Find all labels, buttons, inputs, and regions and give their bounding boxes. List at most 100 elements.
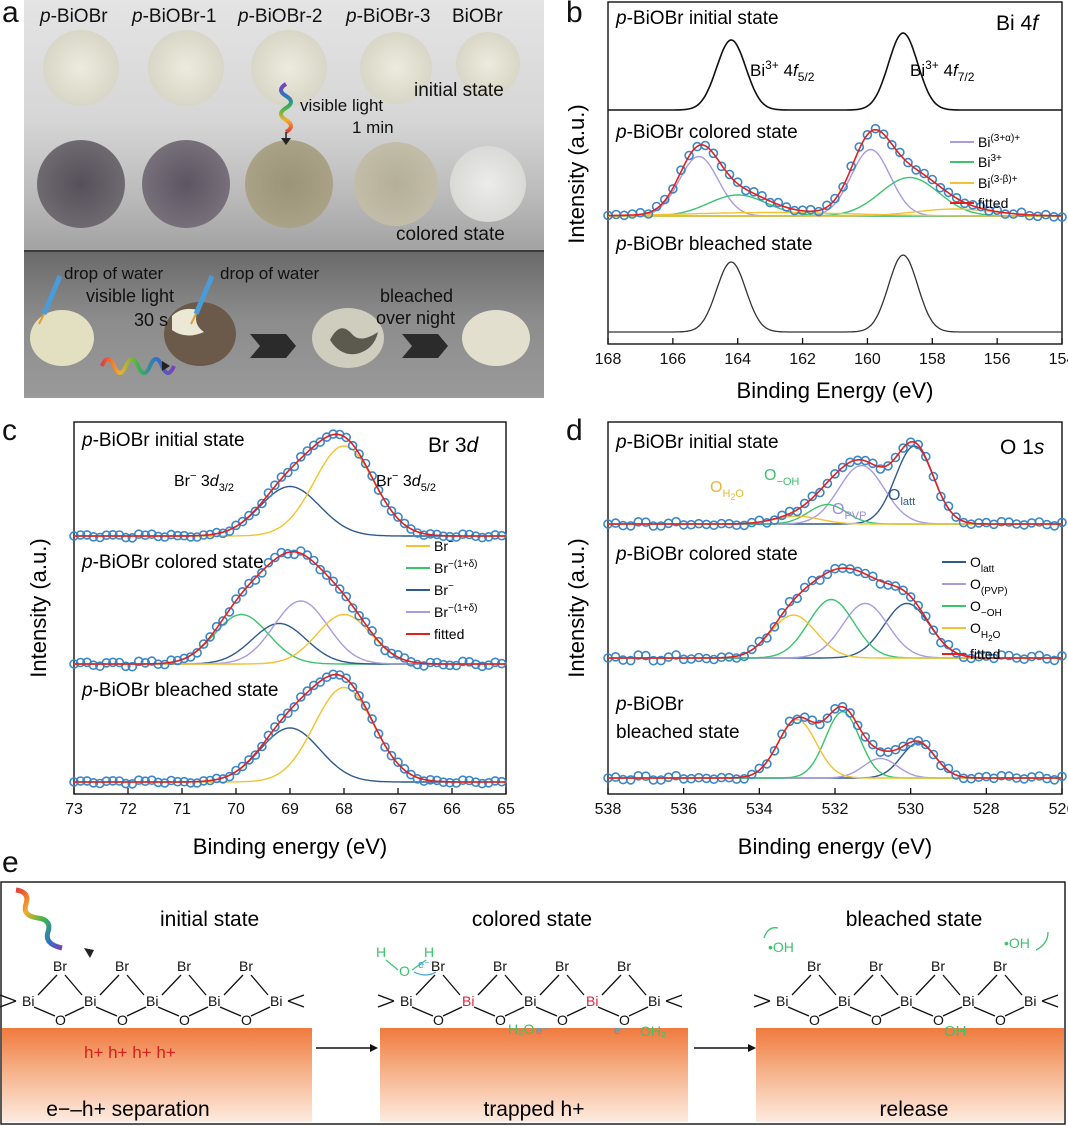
data-point <box>464 529 475 540</box>
data-point <box>822 713 833 724</box>
visible-light-label-1: visible light <box>300 96 384 115</box>
data-point <box>641 650 651 661</box>
data-point <box>419 776 429 786</box>
x-tick-label: 71 <box>173 801 191 818</box>
data-point <box>250 750 261 760</box>
data-point <box>732 177 743 187</box>
chain-initial <box>0 974 305 1017</box>
data-point <box>671 770 681 781</box>
data-point <box>347 603 358 613</box>
data-point <box>250 506 261 517</box>
data-point <box>302 686 313 696</box>
arrow-down-icon <box>281 138 291 145</box>
data-point <box>373 636 384 647</box>
fitted-curve <box>608 440 1062 525</box>
data-point <box>308 555 319 566</box>
data-point <box>1049 774 1060 785</box>
data-point <box>373 728 384 739</box>
bi-atom: Bi <box>1024 993 1036 1009</box>
time-label-1: 1 min <box>352 118 394 137</box>
data-point <box>399 763 410 774</box>
disc-initial-1 <box>43 30 119 106</box>
svg-text:H: H <box>424 944 434 960</box>
bi-atom: Bi <box>776 993 788 1009</box>
time-label-2: 30 s <box>134 310 169 330</box>
data-point <box>610 652 621 662</box>
data-point <box>108 530 118 540</box>
data-point <box>295 692 306 702</box>
data-point <box>185 532 196 542</box>
x-tick-label: 162 <box>789 351 816 368</box>
fitted-curve <box>608 254 1062 333</box>
legend-d-2: O(PVP) <box>970 576 1008 597</box>
data-point <box>367 626 377 636</box>
data-point <box>878 129 889 139</box>
oh-substituted-label: OH <box>944 1023 967 1040</box>
data-point <box>747 644 757 655</box>
peak-left-label-c: Br− 3d3/2 <box>174 470 234 494</box>
data-point <box>477 661 488 672</box>
title-initial-state: initial state <box>160 908 259 931</box>
data-point <box>263 488 274 498</box>
data-point <box>75 657 86 668</box>
o-atom: O <box>179 1012 190 1028</box>
data-point <box>237 587 248 597</box>
data-point <box>147 529 157 539</box>
photo-drawing <box>30 30 530 375</box>
arrow-right-icon-1 <box>162 361 170 371</box>
x-tick-label: 154 <box>1049 351 1068 368</box>
x-tick-label: 168 <box>595 351 622 368</box>
data-point <box>1026 518 1037 528</box>
data-point <box>905 592 916 602</box>
bi-atom: Bi <box>900 993 912 1009</box>
data-point <box>724 169 735 180</box>
chart-br3d: 73 72 71 70 69 68 67 66 65 p-BiOBr initial state… <box>26 421 515 859</box>
data-point <box>928 749 939 760</box>
x-tick-label: 156 <box>984 351 1011 368</box>
data-point <box>386 648 397 659</box>
ann-ooh-d: O−OH <box>764 467 799 488</box>
data-point <box>951 770 961 780</box>
data-point <box>625 521 636 531</box>
data-point <box>185 778 196 788</box>
data-point <box>250 575 261 585</box>
legend-b-2: Bi3+ <box>978 153 1002 170</box>
bi-atom: Bi <box>84 993 96 1009</box>
data-point <box>920 451 931 462</box>
disc-colored-1 <box>37 140 125 228</box>
legend-d-5: fitted <box>970 646 1000 662</box>
x-tick-label: 65 <box>497 801 515 818</box>
o-atom: O <box>495 1012 506 1028</box>
data-point <box>867 739 878 750</box>
data-point <box>166 775 176 786</box>
legend-b-3: Bi(3-β)+ <box>978 174 1018 191</box>
data-point <box>490 657 501 668</box>
data-point <box>82 776 92 786</box>
panel-e-scheme: Bi Br O Bi Br O Bi Br O Bi Br O Bi Bi Br O Bi Br O Bi Br O Bi B… <box>0 881 1066 1125</box>
data-point <box>270 722 280 732</box>
data-point <box>121 778 131 789</box>
bi-atom: Bi <box>648 993 660 1009</box>
curves-b <box>603 32 1067 333</box>
data-point <box>822 478 833 489</box>
y-label-d: Intensity (a.u.) <box>564 538 589 677</box>
panel-letter-e: e <box>2 846 19 879</box>
data-point <box>913 439 924 450</box>
svg-text:H: H <box>376 944 386 960</box>
data-point <box>432 657 442 668</box>
data-point <box>360 701 371 711</box>
data-point <box>898 585 908 596</box>
bi-atom: Bi <box>962 993 974 1009</box>
bottom-label-separation: e−–h+ separation <box>46 1098 209 1121</box>
svg-text:OH₂: OH₂ <box>640 1023 666 1039</box>
chevron-arrow-icon-2 <box>402 334 448 358</box>
component-curve <box>74 485 506 537</box>
data-point <box>315 677 326 687</box>
data-point <box>341 673 352 684</box>
state-bleached-label-b: p-BiOBr bleached state <box>615 234 812 255</box>
data-point <box>663 652 674 662</box>
panel-e-frame <box>0 881 1066 1125</box>
data-point <box>911 165 921 175</box>
data-point <box>1026 651 1037 662</box>
bleached-label-2: over night <box>376 308 456 328</box>
